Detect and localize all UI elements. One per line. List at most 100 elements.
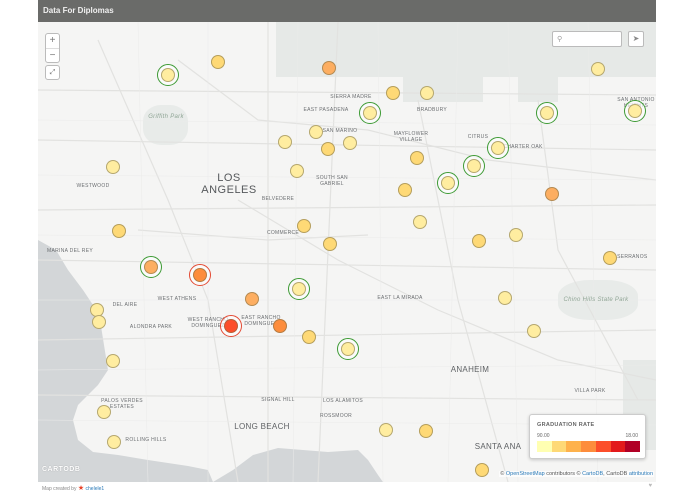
school-marker[interactable] [498,291,512,305]
place-label: DEL AIRE [112,302,138,308]
school-marker[interactable] [475,463,489,477]
place-label: ROSSMOOR [319,413,353,419]
place-label: ANAHEIM [450,365,490,374]
author-link[interactable]: chelele1 [85,486,105,492]
school-marker[interactable] [467,159,481,173]
school-marker[interactable] [386,86,400,100]
school-marker[interactable] [491,141,505,155]
school-marker[interactable] [224,319,238,333]
school-marker[interactable] [292,282,306,296]
school-marker[interactable] [144,260,158,274]
school-marker[interactable] [363,106,377,120]
school-marker[interactable] [321,142,335,156]
legend-swatch [625,441,641,452]
school-marker[interactable] [323,237,337,251]
place-label: BELVEDERE [261,196,295,202]
place-label: VILLA PARK [574,388,606,394]
school-marker[interactable] [112,224,126,238]
school-marker[interactable] [398,183,412,197]
place-label: EAST RANCHO [241,315,281,321]
place-label: LOS SERRANOS [604,254,648,260]
place-label: DOMINGUEZ [244,321,278,327]
map-title: Data For Diplomas [43,6,114,15]
fullscreen-icon: ⤢ [49,69,56,76]
school-marker[interactable] [193,268,207,282]
search-input[interactable] [567,34,619,44]
place-label: Griffith Park [148,114,184,120]
school-marker[interactable] [419,424,433,438]
place-label: EAST LA MIRADA [377,295,423,301]
school-marker[interactable] [413,215,427,229]
school-marker[interactable] [211,55,225,69]
place-label: LOS ALAMITOS [323,398,363,404]
school-marker[interactable] [106,354,120,368]
school-marker[interactable] [273,319,287,333]
school-marker[interactable] [343,136,357,150]
school-marker[interactable] [297,219,311,233]
legend-min: 90.00 [537,433,550,439]
school-marker[interactable] [341,342,355,356]
share-icon: ➤ [632,34,640,43]
zoom-in-button[interactable]: + [49,35,56,46]
school-marker[interactable] [278,135,292,149]
school-marker[interactable] [322,61,336,75]
school-marker[interactable] [302,330,316,344]
attribution-text: , CartoDB [603,471,629,477]
place-label: EAST PASADENA [303,107,349,113]
title-bar: Data For Diplomas [38,0,656,22]
school-marker[interactable] [97,405,111,419]
attribution-link[interactable]: attribution [628,471,653,477]
attribution-text: © [500,471,506,477]
legend-swatch [610,441,626,452]
school-marker[interactable] [540,106,554,120]
school-marker[interactable] [420,86,434,100]
school-marker[interactable] [441,176,455,190]
school-marker[interactable] [410,151,424,165]
school-marker[interactable] [309,125,323,139]
school-marker[interactable] [245,292,259,306]
school-marker[interactable] [603,251,617,265]
legend-max: 18.00 [625,433,638,439]
place-label: CITRUS [467,134,489,140]
fullscreen-button[interactable]: ⤢ [45,65,60,80]
school-marker[interactable] [92,315,106,329]
place-label: SOUTH SAN [316,175,348,181]
place-label: MAYFLOWER [393,131,429,137]
legend-swatch [537,441,552,452]
heart-icon: ♥ [648,483,652,489]
school-marker[interactable] [545,187,559,201]
griffith-park-area [143,105,188,145]
legend-swatch [566,441,582,452]
school-marker[interactable] [591,62,605,76]
legend-swatch [581,441,596,452]
place-label: ESTATES [109,404,135,410]
school-marker[interactable] [107,435,121,449]
attribution-text: contributors © [544,471,583,477]
mountain-area [518,77,558,102]
place-label: LONG BEACH [234,422,290,431]
search-box[interactable]: ⚲ [552,31,622,47]
zoom-out-button[interactable]: − [46,48,59,62]
place-label: SIERRA MADRE [330,94,372,100]
map-canvas[interactable]: LOS ANGELES LONG BEACH ANAHEIM SANTA ANA Grif… [38,0,656,482]
place-label: SANTA ANA [474,442,522,451]
osm-link[interactable]: OpenStreetMap [505,471,545,477]
school-marker[interactable] [290,164,304,178]
school-marker[interactable] [161,68,175,82]
school-marker[interactable] [509,228,523,242]
map-frame: LOS ANGELES LONG BEACH ANAHEIM SANTA ANA Grif… [38,0,656,494]
like-button[interactable]: ♥ [648,483,652,489]
ocean-shape [38,21,656,482]
place-label: BRADBURY [416,107,448,113]
place-label: CHARTER OAK [503,144,543,150]
place-label: Chino Hills State Park [563,297,629,303]
school-marker[interactable] [472,234,486,248]
school-marker[interactable] [379,423,393,437]
share-button[interactable]: ➤ [628,31,644,47]
cartodb-link[interactable]: CartoDB [582,471,604,477]
place-label: SIGNAL HILL [261,397,295,403]
cartodb-logo: CARTODB [42,466,81,473]
school-marker[interactable] [628,104,642,118]
school-marker[interactable] [527,324,541,338]
school-marker[interactable] [106,160,120,174]
